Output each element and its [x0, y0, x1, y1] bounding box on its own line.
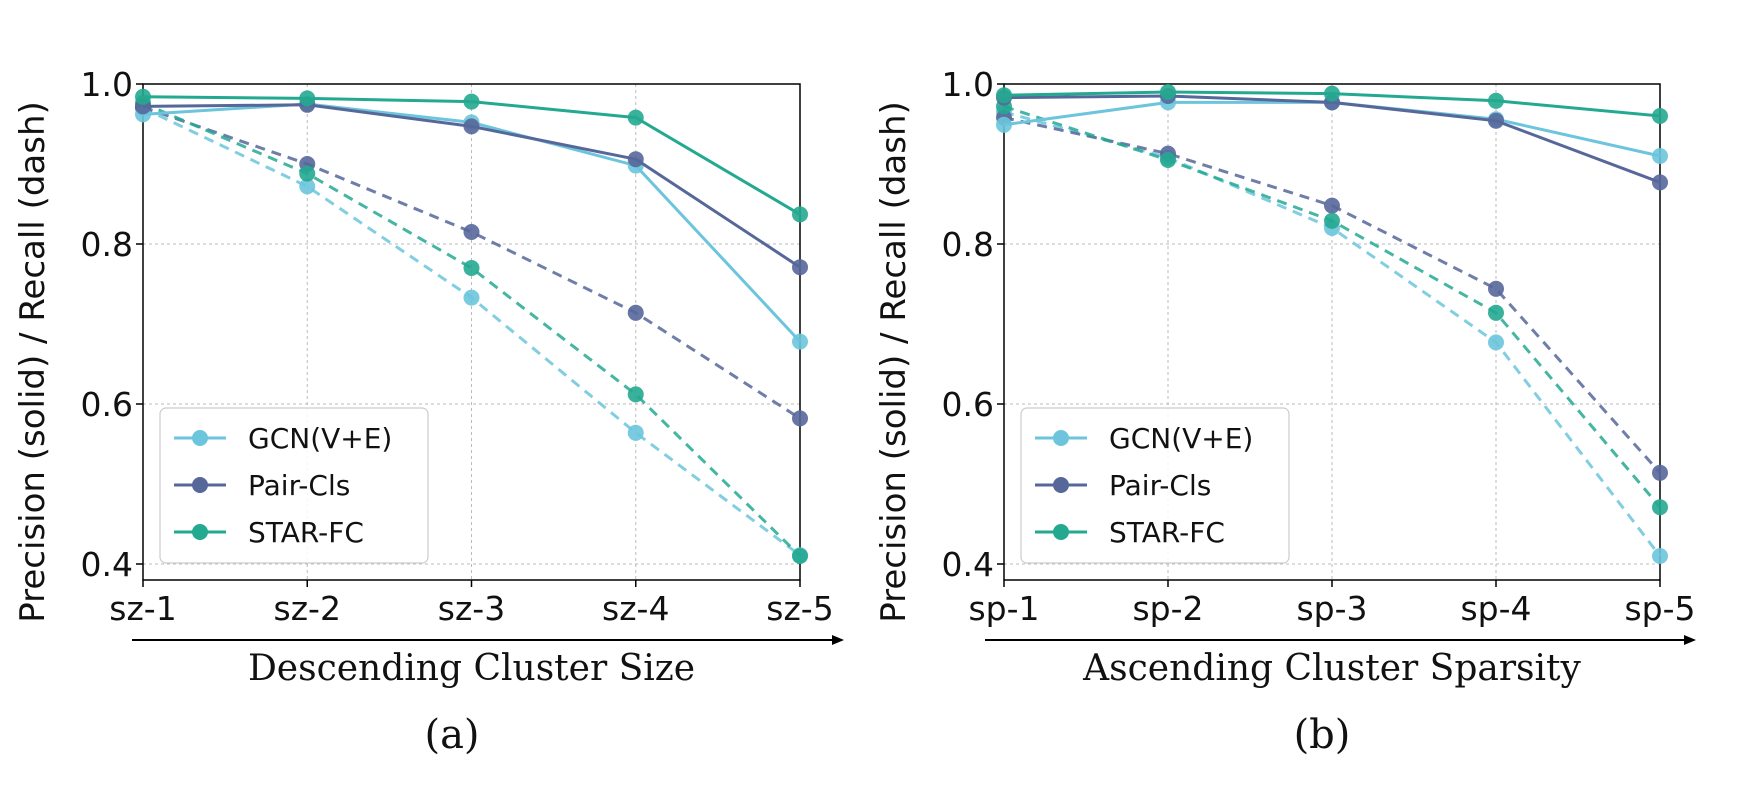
- chart-b-series-3-point-4: [1652, 548, 1668, 564]
- chart-b-series-2-point-2: [1324, 85, 1340, 102]
- chart-b-series-4-line: [1003, 116, 1662, 474]
- chart-b-legend-label-1: Pair-Cls: [1109, 469, 1211, 502]
- chart-a: 0.4 0.6 0.8 1.0 sz-1 sz-2 sz-3 sz-4 sz-5 Precisio…: [13, 65, 844, 758]
- chart-b-legend-label-2: STAR-FC: [1109, 516, 1225, 549]
- chart-a-series-1-point-2: [463, 118, 480, 135]
- chart-a-series-5-point-2: [463, 260, 480, 276]
- chart-b-series-2-point-0: [996, 87, 1012, 104]
- chart-a-series-0-point-4: [792, 333, 808, 350]
- chart-a-series-4-point-3: [627, 304, 644, 321]
- chart-b-xtick-label-0: sp-1: [968, 589, 1039, 628]
- chart-a-series-1-point-4: [792, 259, 808, 276]
- chart-a-series-3-point-2: [463, 289, 480, 306]
- chart-b-series-1-point-4: [1652, 174, 1668, 191]
- chart-a-legend-label-0: GCN(V+E): [248, 422, 392, 455]
- chart-a-legend-label-2: STAR-FC: [248, 516, 364, 549]
- chart-b-series-3-point-3: [1488, 334, 1504, 351]
- chart-b-series-1-point-3: [1488, 112, 1504, 129]
- chart-a-series-2-point-3: [627, 109, 644, 126]
- chart-a-series-2-point-0: [135, 88, 151, 105]
- chart-b-series-2-point-3: [1488, 92, 1504, 109]
- chart-b-ytick-label-0: 0.4: [942, 545, 994, 584]
- chart-b-series-2-point-1: [1160, 84, 1176, 100]
- chart-a-series-5-point-3: [627, 386, 644, 403]
- chart-b-ytick-label-2: 0.8: [942, 225, 994, 264]
- chart-a-series-2-point-1: [299, 90, 316, 107]
- chart-b-legend-swatch-marker-1: [1053, 477, 1069, 493]
- chart-a-series-4-point-4: [792, 410, 808, 427]
- chart-b-ylabel: Precision (solid) / Recall (dash): [874, 101, 914, 623]
- chart-b-legend-label-0: GCN(V+E): [1109, 422, 1253, 455]
- chart-a-xlabel: Descending Cluster Size: [248, 648, 695, 689]
- chart-b-series-4-point-4: [1652, 464, 1668, 481]
- chart-b-series-5-point-2: [1324, 212, 1340, 229]
- chart-a-ytick-label-2: 0.8: [81, 225, 133, 264]
- chart-a-series-5-line: [142, 101, 802, 558]
- chart-a-caption: (a): [424, 712, 479, 758]
- chart-b-series-5-point-3: [1488, 304, 1504, 321]
- chart-b-ytick-label-3: 1.0: [942, 65, 994, 104]
- chart-b-series-4-point-2: [1324, 197, 1340, 214]
- chart-a-legend-label-1: Pair-Cls: [248, 469, 350, 502]
- chart-b-ytick-label-1: 0.6: [942, 385, 994, 424]
- chart-a-legend: [159, 407, 429, 564]
- chart-b-series-4-point-3: [1488, 280, 1504, 297]
- chart-a-legend-swatch-marker-1: [192, 477, 208, 493]
- chart-a-series-1-point-3: [627, 151, 644, 168]
- chart-a-series-4-point-2: [463, 224, 480, 240]
- chart-a-xtick-label-1: sz-2: [274, 589, 341, 628]
- chart-b-xtick-label-3: sp-4: [1460, 589, 1531, 628]
- chart-b-xtick-label-4: sp-5: [1624, 589, 1695, 628]
- chart-a-series-3-point-3: [627, 424, 644, 441]
- chart-a-series-5-point-4: [792, 548, 808, 564]
- chart-a-ytick-label-0: 0.4: [81, 545, 133, 584]
- chart-a-xtick-label-4: sz-5: [766, 589, 833, 628]
- chart-b-xlabel: Ascending Cluster Sparsity: [1082, 648, 1581, 689]
- chart-a-series-3-point-1: [299, 178, 316, 195]
- chart-a-xtick-label-2: sz-3: [438, 589, 505, 628]
- chart-b-series-2-point-4: [1652, 108, 1668, 124]
- chart-a-legend-swatch-marker-0: [192, 430, 208, 446]
- chart-a-xtick-label-0: sz-1: [109, 589, 176, 628]
- chart-b-caption: (b): [1294, 712, 1351, 758]
- chart-b-xtick-label-2: sp-3: [1296, 589, 1367, 628]
- chart-b-series-5-point-4: [1652, 499, 1668, 516]
- chart-a-legend-swatch-marker-2: [192, 524, 208, 540]
- chart-a-xtick-label-3: sz-4: [602, 589, 669, 628]
- chart-a-ytick-label-3: 1.0: [81, 65, 133, 104]
- chart-a-series-5-point-1: [299, 165, 316, 182]
- chart-b-series-0-point-0: [996, 116, 1012, 133]
- chart-b-xtick-label-1: sp-2: [1132, 589, 1203, 628]
- chart-b-series-0-point-4: [1652, 148, 1668, 164]
- chart-a-ylabel: Precision (solid) / Recall (dash): [13, 101, 53, 623]
- chart-b-legend: [1020, 407, 1290, 564]
- chart-b-series-5-point-1: [1160, 152, 1176, 168]
- chart-b: 0.4 0.6 0.8 1.0 sp-1 sp-2 sp-3 sp-4 sp-5 Precisio…: [874, 65, 1696, 758]
- chart-a-series-4-line: [142, 105, 801, 420]
- chart-a-ytick-label-1: 0.6: [81, 385, 133, 424]
- chart-a-series-2-point-4: [792, 206, 808, 223]
- chart-b-legend-swatch-marker-2: [1053, 524, 1069, 540]
- chart-b-legend-swatch-marker-0: [1053, 430, 1069, 446]
- chart-a-series-2-point-2: [463, 93, 480, 110]
